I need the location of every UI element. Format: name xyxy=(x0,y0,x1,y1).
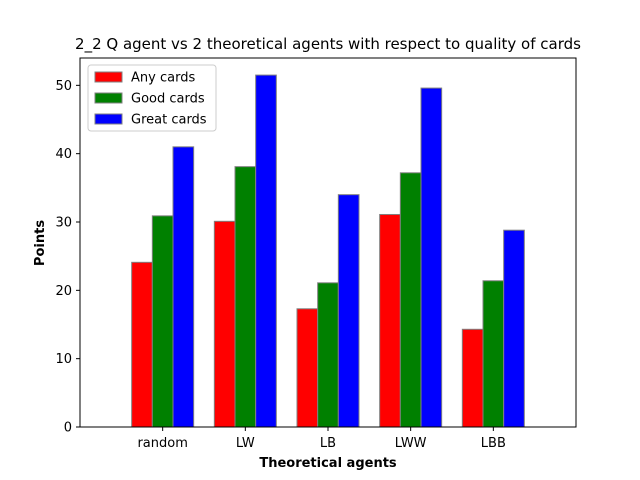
x-tick-label: LW xyxy=(236,436,255,451)
bar-any-cards-lbb xyxy=(461,328,484,428)
legend-swatch xyxy=(94,113,123,125)
bar-good-cards-random xyxy=(151,215,174,428)
bar-great-cards-lww xyxy=(420,87,443,428)
legend-swatch xyxy=(94,71,123,83)
x-axis-label: Theoretical agents xyxy=(259,456,397,471)
bar-great-cards-random xyxy=(172,146,195,428)
legend-label: Great cards xyxy=(131,113,207,128)
x-tick-label: LBB xyxy=(481,436,506,451)
y-axis: 0 10 20 30 40 50 xyxy=(55,79,80,436)
bar-any-cards-lw xyxy=(213,220,236,428)
chart-title: 2_2 Q agent vs 2 theoretical agents with… xyxy=(75,35,581,54)
legend: Any cards Good cards Great cards xyxy=(87,64,217,132)
y-tick-label: 50 xyxy=(55,79,72,94)
x-tick-label: random xyxy=(137,436,187,451)
y-tick-label: 20 xyxy=(55,284,72,299)
bar-great-cards-lbb xyxy=(503,229,525,428)
bar-great-cards-lb xyxy=(337,194,360,428)
y-tick-label: 30 xyxy=(55,216,72,231)
y-axis-label: Points xyxy=(33,220,48,266)
y-tick-label: 40 xyxy=(55,147,72,162)
bar-any-cards-lb xyxy=(296,308,319,428)
legend-label: Good cards xyxy=(131,92,205,107)
bar-good-cards-lw xyxy=(234,166,257,428)
x-axis: random LW LB LWW LBB xyxy=(137,427,506,451)
x-tick-label: LB xyxy=(320,436,336,451)
x-tick-label: LWW xyxy=(395,436,427,451)
legend-label: Any cards xyxy=(131,71,195,86)
legend-swatch xyxy=(94,92,123,104)
bar-any-cards-lww xyxy=(379,213,401,428)
bar-any-cards-random xyxy=(131,261,153,428)
y-tick-label: 0 xyxy=(64,421,72,436)
bar-good-cards-lbb xyxy=(482,280,505,428)
bar-great-cards-lw xyxy=(255,74,277,428)
bar-good-cards-lb xyxy=(317,282,339,428)
bar-good-cards-lww xyxy=(399,172,422,428)
y-tick-label: 10 xyxy=(55,352,72,367)
